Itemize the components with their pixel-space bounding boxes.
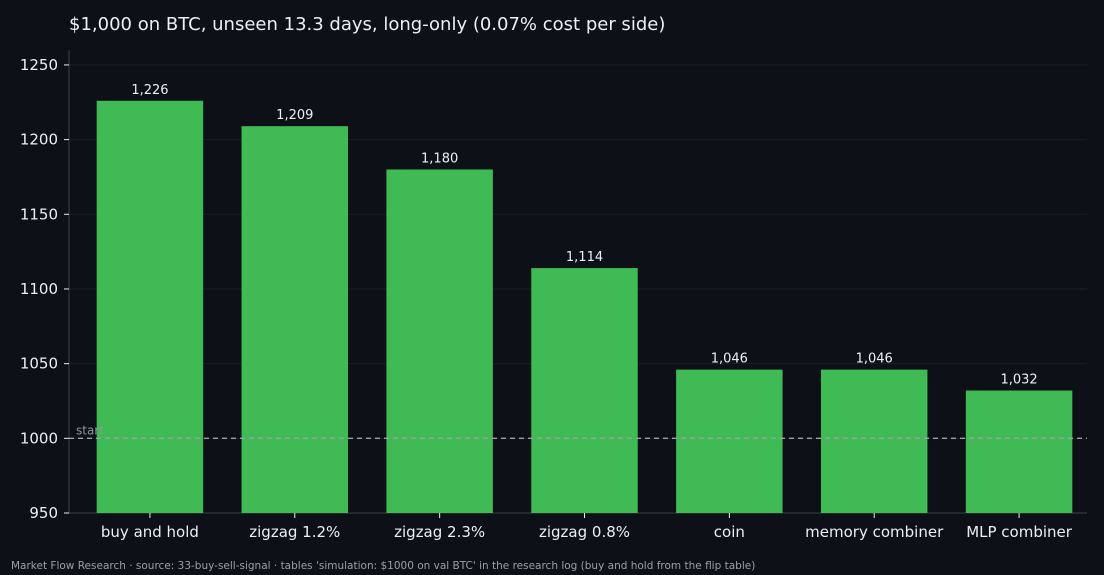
y-tick-label: 1050 (20, 355, 58, 373)
bar-value-label: 1,226 (131, 83, 168, 98)
bar (386, 169, 493, 513)
bar (96, 100, 204, 514)
bar (965, 390, 1073, 513)
x-category-label: MLP combiner (966, 523, 1073, 541)
bar-value-label: 1,180 (421, 151, 458, 166)
y-tick-label: 1250 (20, 56, 58, 74)
bar (241, 126, 349, 514)
y-tick-label: 1200 (20, 131, 58, 149)
bar-value-label: 1,046 (856, 352, 893, 367)
x-category-label: memory combiner (805, 523, 944, 541)
y-tick-label: 1100 (20, 280, 58, 298)
bar (820, 369, 928, 513)
x-category-label: zigzag 1.2% (249, 523, 340, 541)
footer-source-note: Market Flow Research · source: 33-buy-se… (11, 560, 756, 572)
x-category-label: coin (714, 523, 745, 541)
start-reference-label: start (76, 423, 104, 437)
bar (676, 369, 783, 513)
bar (531, 268, 638, 513)
bar-value-label: 1,046 (711, 352, 748, 367)
chart-title: $1,000 on BTC, unseen 13.3 days, long-on… (69, 14, 666, 35)
y-tick-label: 1000 (20, 429, 58, 447)
bar-value-label: 1,114 (566, 250, 603, 265)
y-tick-label: 950 (29, 504, 58, 522)
x-category-label: buy and hold (101, 523, 199, 541)
x-category-label: zigzag 2.3% (394, 523, 485, 541)
bar-value-label: 1,209 (276, 108, 313, 123)
y-tick-label: 1150 (20, 205, 58, 223)
x-category-label: zigzag 0.8% (539, 523, 630, 541)
bar-value-label: 1,032 (1000, 373, 1037, 388)
